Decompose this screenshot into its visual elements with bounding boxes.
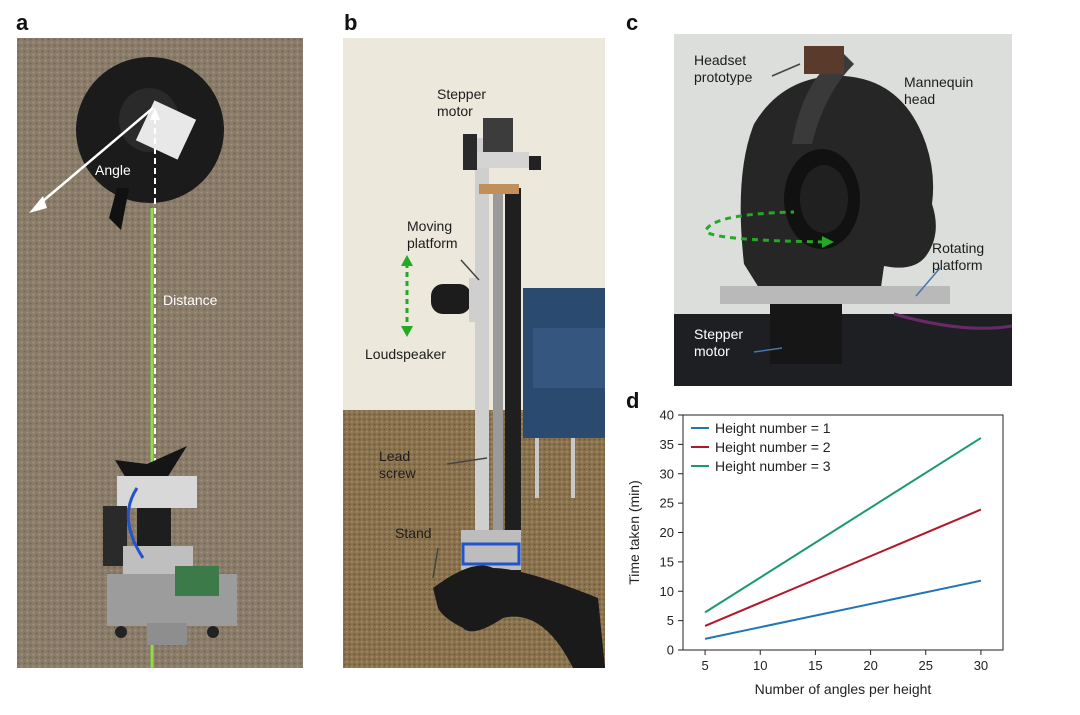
x-axis-label: Number of angles per height [755,681,932,697]
legend-label-1: Height number = 1 [715,420,831,436]
y-tick-label: 20 [660,525,674,540]
y-tick-label: 25 [660,496,674,511]
y-tick-label: 5 [667,613,674,628]
y-tick-label: 10 [660,584,674,599]
label-headset-prototype: Headset prototype [694,52,752,86]
x-tick-label: 30 [974,658,988,673]
series-line-2 [704,508,982,627]
legend-label-3: Height number = 3 [715,458,831,474]
photo-a-illustration [17,38,303,668]
line-chart: 5 10 15 20 25 30 0 5 10 15 20 25 30 35 40 Height numbe… [626,408,1004,697]
label-rotating-platform-line1: Rotating [932,240,985,256]
panel-letter-d: d [626,388,640,413]
photo-c-mannequin-headset: Headset prototype Mannequin head Rotatin… [674,34,1012,386]
y-tick-label: 35 [660,437,674,452]
photo-c-illustration [674,34,1012,386]
label-moving-platform: Moving platform [407,218,458,252]
y-tick-label: 15 [660,554,674,569]
y-tick-label: 40 [660,408,674,423]
label-moving-platform-line2: platform [407,235,458,251]
label-mannequin-head: Mannequin head [904,74,973,108]
label-lead-screw-line2: screw [379,465,416,481]
chart-axes: 5 10 15 20 25 30 0 5 10 15 20 25 30 35 40 [660,408,1004,673]
legend-label-2: Height number = 2 [715,439,831,455]
label-stepper-motor-c: Stepper motor [694,326,743,360]
label-rotating-platform: Rotating platform [932,240,984,274]
label-loudspeaker: Loudspeaker [365,346,446,362]
label-stepper-motor-c-line1: Stepper [694,326,744,342]
label-stand: Stand [395,525,432,541]
series-line-1 [704,579,982,640]
label-moving-platform-line1: Moving [407,218,453,234]
x-tick-label: 5 [701,658,708,673]
x-tick-label: 25 [919,658,933,673]
label-lead-screw-line1: Lead [379,448,411,464]
photo-b-illustration [343,38,605,668]
series-line-3 [704,437,982,614]
label-stepper-motor-c-line2: motor [694,343,730,359]
label-angle: Angle [95,162,131,178]
label-mannequin-head-line1: Mannequin [904,74,974,90]
label-rotating-platform-line2: platform [932,257,983,273]
label-headset-prototype-line2: prototype [694,69,753,85]
chart-legend: Height number = 1 Height number = 2 Height… [691,420,831,474]
label-stepper-motor-b-line1: Stepper [437,86,487,102]
chart-series [704,437,982,640]
x-tick-label: 15 [808,658,822,673]
panel-letter-a: a [16,10,29,35]
y-axis-label: Time taken (min) [626,480,642,585]
x-tick-label: 20 [863,658,877,673]
y-tick-label: 30 [660,466,674,481]
label-lead-screw: Lead screw [379,448,416,482]
y-tick-label: 0 [667,643,674,658]
photo-b-loudspeaker-stand: Stepper motor Moving platform Loudspeake… [343,38,605,668]
panel-letter-b: b [344,10,358,35]
panel-letter-c: c [626,10,639,35]
x-tick-label: 10 [753,658,767,673]
photo-a-topdown-rig: Angle Distance [17,38,303,668]
label-stepper-motor-b: Stepper motor [437,86,486,120]
label-stepper-motor-b-line2: motor [437,103,473,119]
label-mannequin-head-line2: head [904,91,936,107]
label-distance: Distance [163,292,218,308]
label-headset-prototype-line1: Headset [694,52,747,68]
